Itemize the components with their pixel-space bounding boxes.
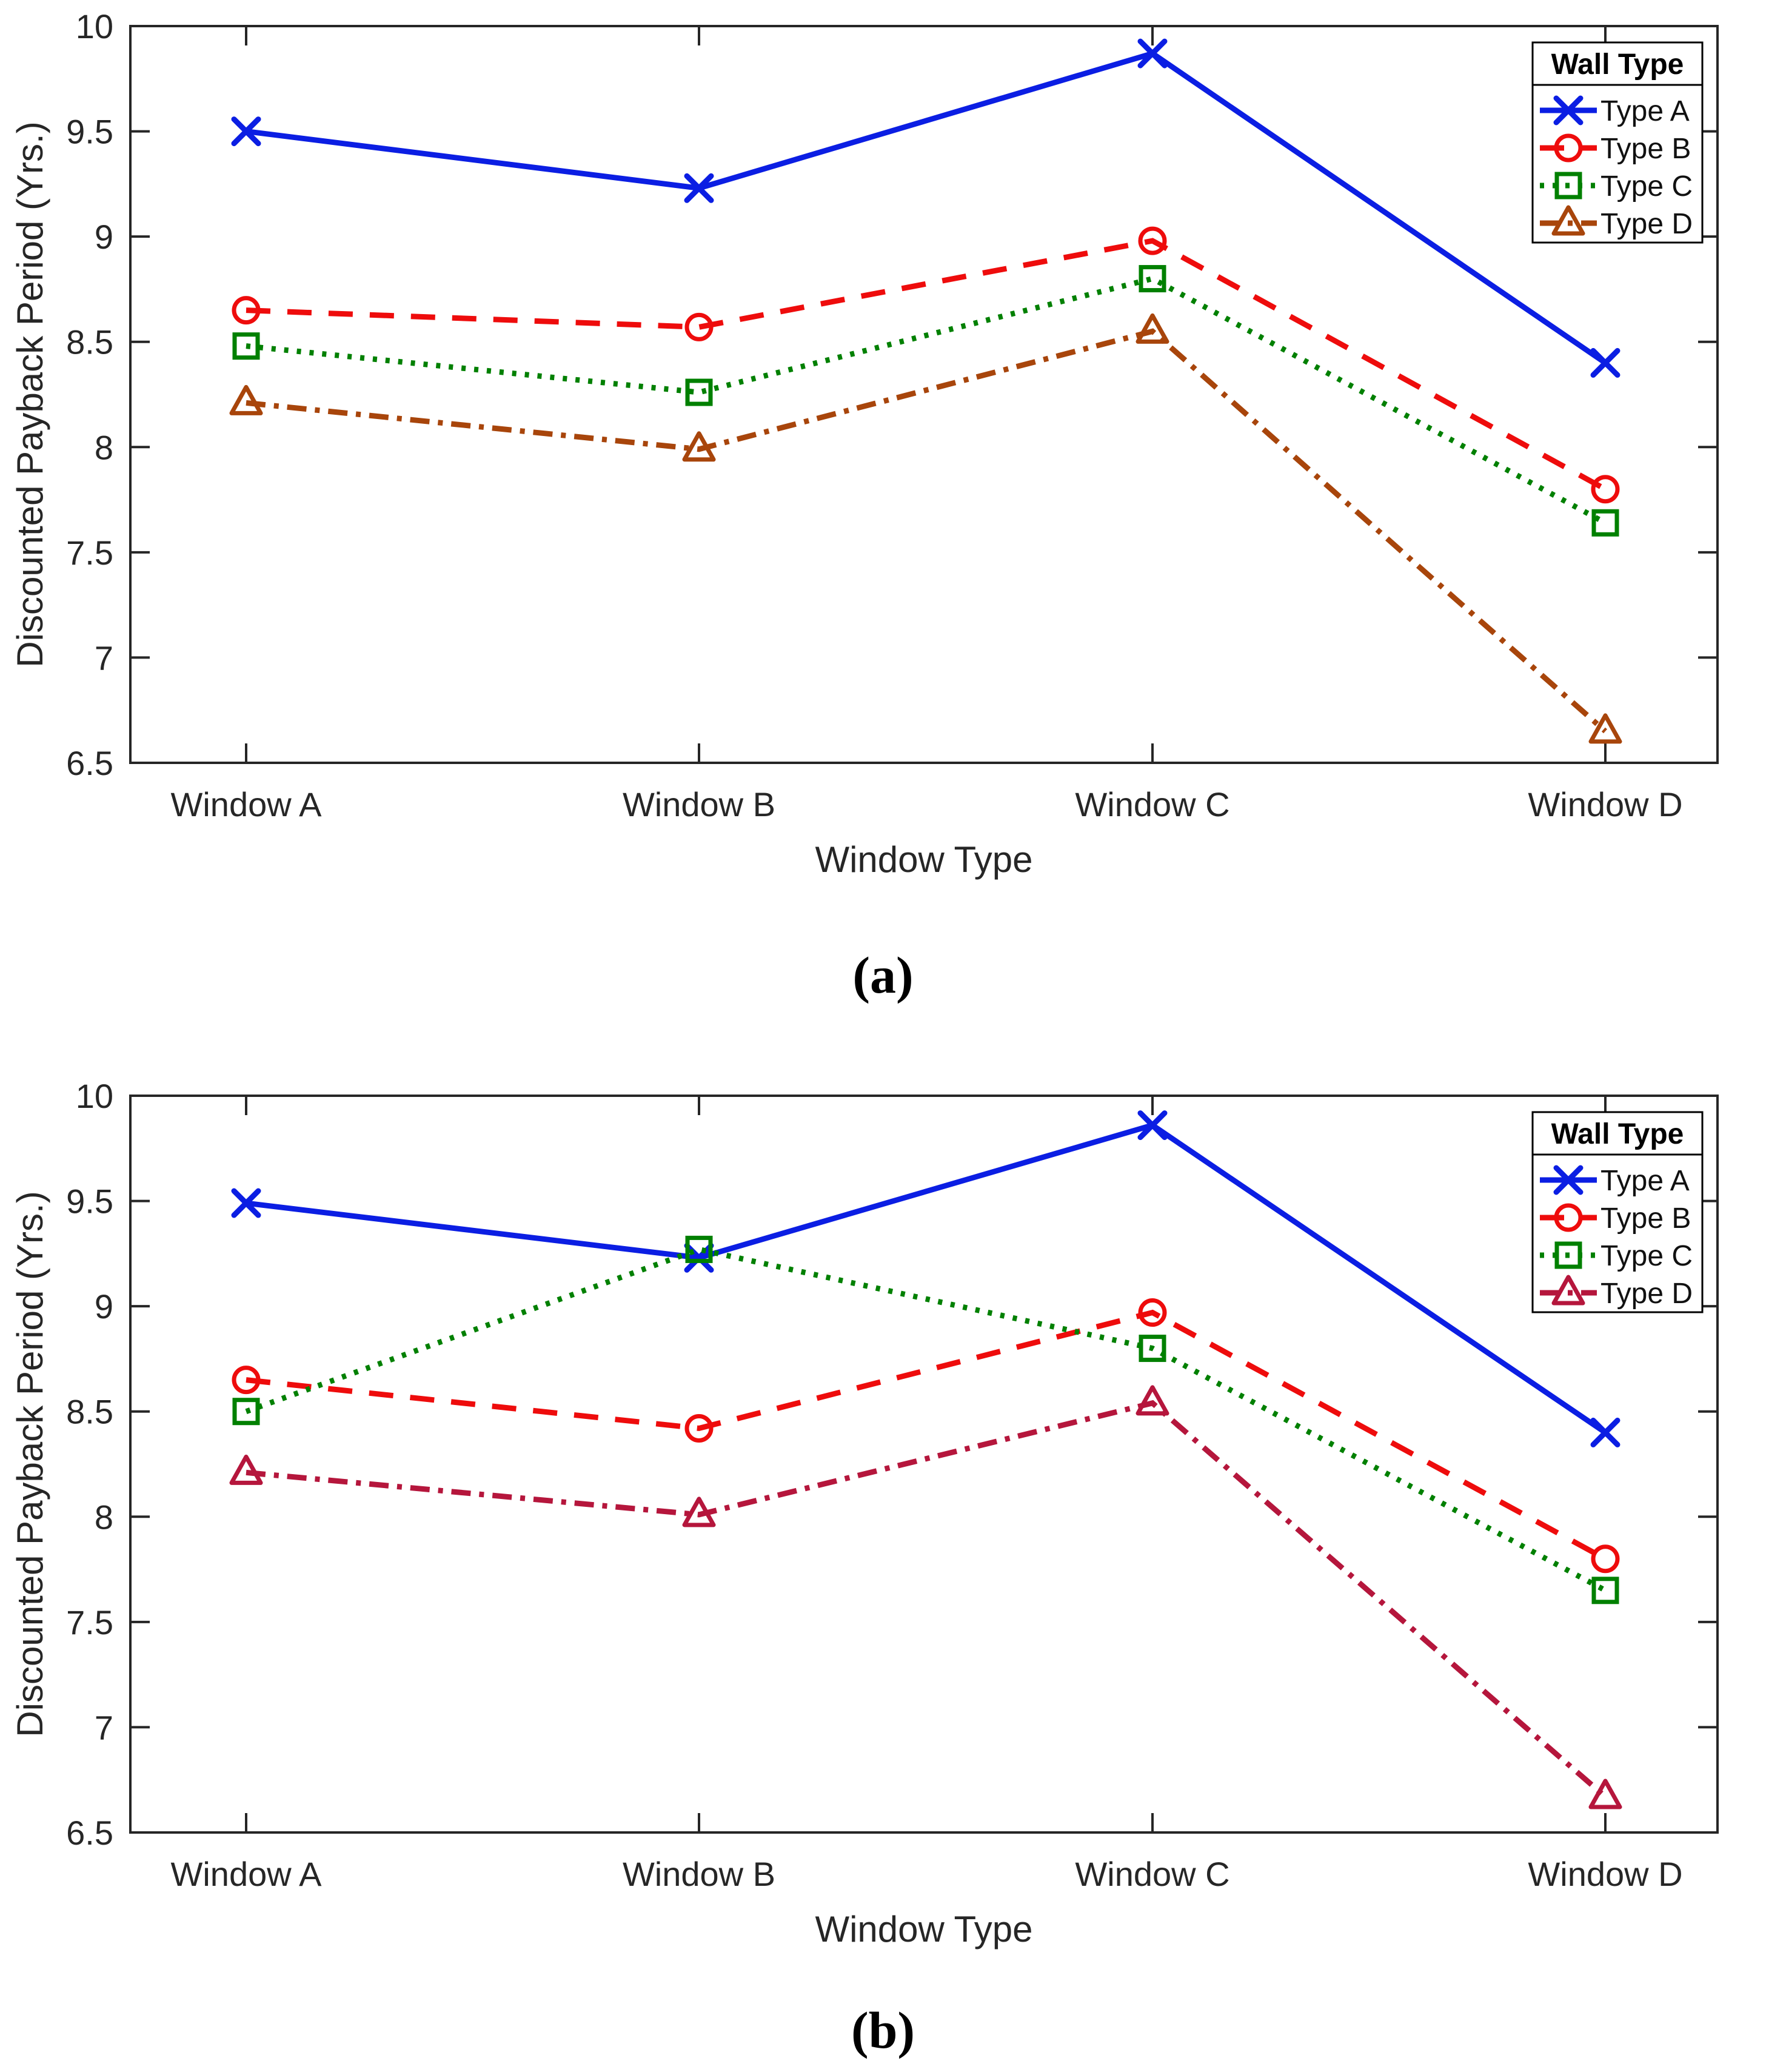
series-type-d (229, 313, 1622, 744)
legend: Wall Type Type A Type B Type C Type D (1531, 41, 1704, 244)
x-marker (684, 173, 714, 203)
triangle-marker (229, 384, 263, 415)
legend-entry-label: Type A (1600, 95, 1690, 127)
x-tick-label: Window D (1528, 1855, 1682, 1893)
circle-marker (684, 1413, 714, 1443)
square-marker (1139, 265, 1166, 293)
legend-entry-label: Type B (1600, 1202, 1691, 1235)
circle-marker (232, 1366, 261, 1395)
triangle-marker (682, 431, 716, 462)
x-tick-label: Window B (623, 785, 775, 823)
square-marker (1554, 172, 1582, 199)
y-tick-label: 6.5 (66, 1814, 113, 1852)
x-marker (1553, 95, 1584, 126)
series-type-a (231, 1110, 1621, 1447)
y-tick-label: 7.5 (66, 534, 113, 572)
caption-a: (a) (852, 946, 914, 1004)
triangle-marker (229, 1454, 263, 1485)
series-type-d (229, 1385, 1622, 1809)
y-tick-label: 8 (95, 428, 113, 466)
legend-title: Wall Type (1551, 49, 1684, 81)
triangle-marker (1588, 713, 1622, 744)
x-marker (1590, 1417, 1621, 1447)
y-tick-label: 6.5 (66, 744, 113, 782)
series-type-b (232, 226, 1620, 504)
x-tick-label: Window C (1075, 785, 1229, 823)
legend-entry-label: Type C (1600, 1240, 1693, 1272)
x-marker (1137, 38, 1168, 69)
y-axis-label: Discounted Payback Period (Yrs.) (10, 121, 50, 667)
circle-marker (1554, 1203, 1583, 1232)
y-tick-label: 8 (95, 1498, 113, 1536)
x-tick-label: Window C (1075, 1855, 1229, 1893)
triangle-marker (1136, 313, 1169, 344)
circle-marker (1591, 475, 1620, 504)
x-tick-label: Window A (171, 1855, 323, 1893)
triangle-marker (1136, 1385, 1169, 1416)
legend-entry-label: Type B (1600, 133, 1691, 165)
caption-b: (b) (851, 2001, 915, 2059)
series-type-c (232, 265, 1619, 537)
series-type-b (232, 1298, 1620, 1574)
triangle-marker (682, 1497, 716, 1527)
series-type-c (232, 1235, 1619, 1604)
square-marker (1591, 1577, 1619, 1604)
y-tick-label: 8.5 (66, 1393, 113, 1431)
y-tick-label: 7 (95, 639, 113, 677)
x-marker (231, 1188, 261, 1218)
square-marker (232, 332, 260, 360)
y-tick-label: 7.5 (66, 1603, 113, 1641)
square-marker (1139, 1335, 1166, 1363)
x-marker (1590, 347, 1621, 378)
y-tick-label: 10 (76, 7, 113, 45)
chart-panel-a: 6.5 7 7.5 8 8.5 9 9.5 10 Window A Window B Window … (0, 0, 1766, 885)
x-axis-label: Window Type (815, 839, 1032, 880)
axes: 6.5 7 7.5 8 8.5 9 9.5 10 Window A Window B Window … (10, 7, 1719, 880)
triangle-marker (1551, 205, 1585, 236)
x-marker (1137, 1110, 1168, 1141)
legend-entry-label: Type D (1600, 1278, 1693, 1310)
circle-marker (1591, 1544, 1620, 1574)
square-marker (232, 1398, 260, 1426)
legend-title: Wall Type (1551, 1118, 1684, 1150)
y-tick-label: 9 (95, 218, 113, 256)
chart-panel-b: 6.5 7 7.5 8 8.5 9 9.5 10 Window A Window B Window … (0, 1070, 1766, 1955)
triangle-marker (1551, 1275, 1585, 1306)
square-marker (1554, 1241, 1582, 1269)
circle-marker (684, 312, 714, 341)
circle-marker (1138, 1298, 1167, 1327)
y-tick-label: 8.5 (66, 323, 113, 361)
square-marker (685, 1235, 713, 1263)
legend-entry-label: Type C (1600, 170, 1693, 203)
chart-b-canvas: 6.5 7 7.5 8 8.5 9 9.5 10 Window A Window B Window … (10, 1077, 1719, 1950)
y-tick-label: 9.5 (66, 1182, 113, 1221)
circle-marker (1138, 226, 1167, 255)
x-marker (1553, 1165, 1584, 1195)
x-tick-label: Window B (623, 1855, 775, 1893)
legend: Wall Type Type A Type B Type C Type D (1531, 1111, 1704, 1313)
triangle-marker (1588, 1779, 1622, 1809)
y-tick-label: 10 (76, 1077, 113, 1115)
axes: 6.5 7 7.5 8 8.5 9 9.5 10 Window A Window B Window … (10, 1077, 1719, 1950)
legend-entry-label: Type A (1600, 1165, 1690, 1197)
x-axis-label: Window Type (815, 1909, 1032, 1950)
circle-marker (1554, 133, 1583, 163)
y-tick-label: 7 (95, 1708, 113, 1746)
x-marker (231, 116, 261, 147)
chart-a-canvas: 6.5 7 7.5 8 8.5 9 9.5 10 Window A Window B Window … (10, 7, 1719, 880)
series-type-a (231, 38, 1621, 378)
square-marker (1591, 509, 1619, 537)
y-tick-label: 9.5 (66, 113, 113, 151)
y-axis-label: Discounted Payback Period (Yrs.) (10, 1191, 50, 1737)
square-marker (685, 378, 713, 406)
x-tick-label: Window A (171, 785, 323, 823)
x-tick-label: Window D (1528, 785, 1682, 823)
circle-marker (232, 296, 261, 325)
y-tick-label: 9 (95, 1287, 113, 1326)
legend-entry-label: Type D (1600, 208, 1693, 240)
